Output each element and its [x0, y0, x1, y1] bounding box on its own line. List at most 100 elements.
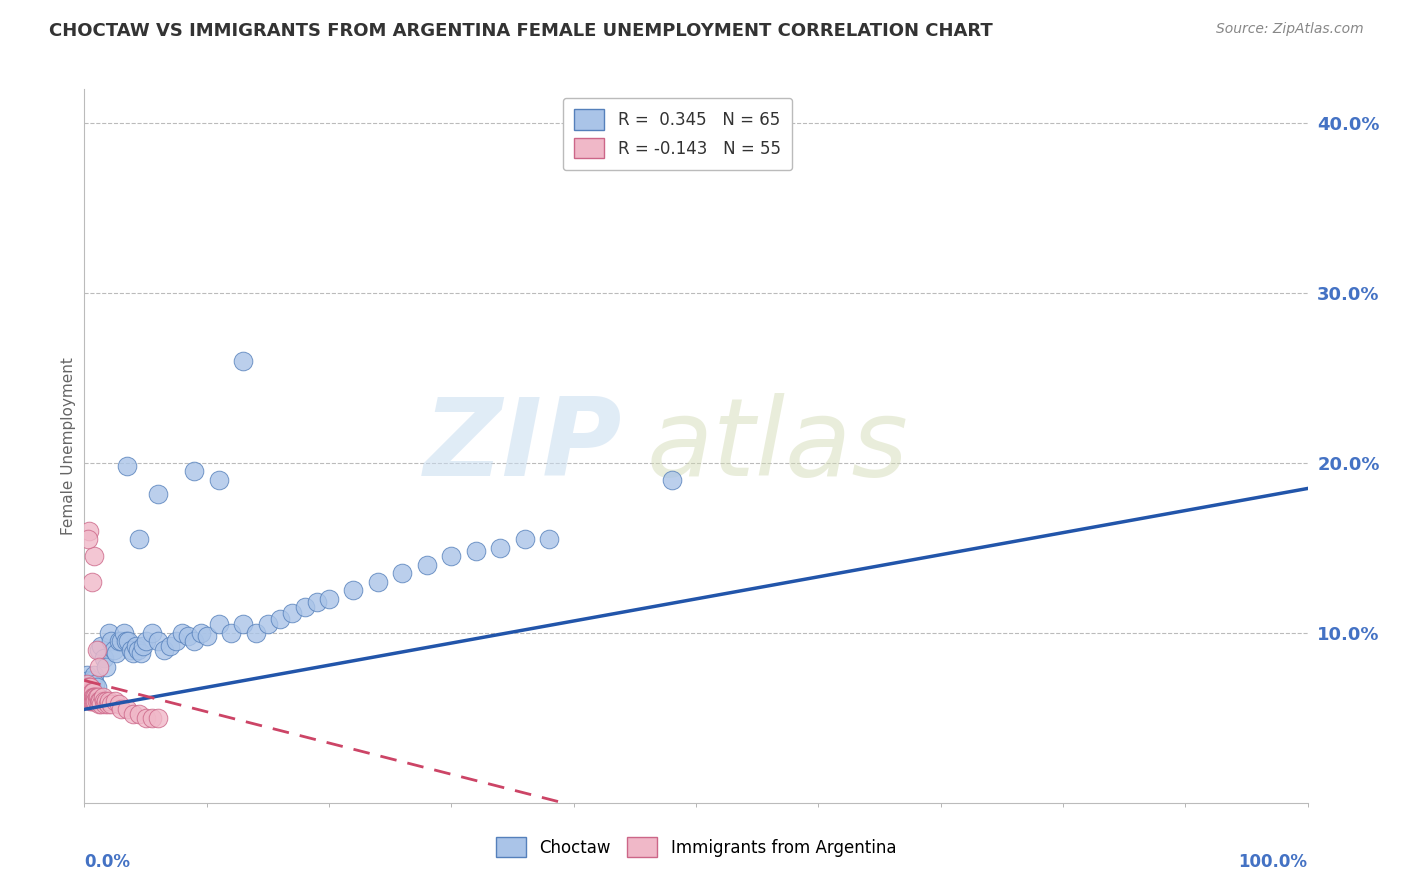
Point	[172, 626, 194, 640]
Point	[127, 643, 149, 657]
Point	[141, 711, 163, 725]
Point	[79, 694, 101, 708]
Text: 100.0%: 100.0%	[1239, 853, 1308, 871]
Point	[87, 643, 110, 657]
Point	[82, 685, 104, 699]
Point	[107, 698, 129, 712]
Point	[219, 626, 242, 640]
Point	[87, 698, 110, 712]
Point	[77, 685, 100, 699]
Point	[97, 698, 120, 712]
Point	[86, 680, 108, 694]
Text: Source: ZipAtlas.com: Source: ZipAtlas.com	[1216, 22, 1364, 37]
Point	[77, 685, 100, 699]
Point	[208, 473, 231, 487]
Point	[87, 660, 110, 674]
Point	[79, 680, 101, 694]
Point	[80, 690, 103, 705]
Point	[86, 690, 108, 705]
Point	[83, 549, 105, 564]
Point	[90, 698, 112, 712]
Point	[269, 612, 291, 626]
Point	[128, 707, 150, 722]
Point	[77, 524, 100, 538]
Point	[416, 558, 439, 572]
Point	[82, 690, 104, 705]
Point	[90, 640, 112, 654]
Point	[77, 690, 100, 705]
Point	[294, 600, 316, 615]
Point	[391, 566, 413, 581]
Point	[87, 690, 110, 705]
Point	[82, 673, 104, 688]
Point	[513, 533, 536, 547]
Point	[232, 354, 254, 368]
Point	[97, 694, 120, 708]
Point	[82, 694, 104, 708]
Point	[115, 702, 138, 716]
Point	[77, 690, 100, 705]
Point	[77, 673, 100, 688]
Point	[100, 698, 122, 712]
Point	[79, 685, 101, 699]
Point	[135, 634, 157, 648]
Point	[165, 634, 187, 648]
Point	[77, 533, 100, 547]
Point	[489, 541, 512, 555]
Point	[135, 711, 157, 725]
Point	[77, 680, 100, 694]
Point	[79, 690, 101, 705]
Point	[110, 634, 132, 648]
Point	[80, 574, 103, 589]
Point	[89, 694, 111, 708]
Point	[125, 640, 148, 654]
Point	[110, 702, 132, 716]
Point	[257, 617, 280, 632]
Point	[281, 606, 304, 620]
Point	[93, 651, 115, 665]
Point	[440, 549, 463, 564]
Point	[77, 680, 100, 694]
Point	[183, 634, 205, 648]
Text: CHOCTAW VS IMMIGRANTS FROM ARGENTINA FEMALE UNEMPLOYMENT CORRELATION CHART: CHOCTAW VS IMMIGRANTS FROM ARGENTINA FEM…	[49, 22, 993, 40]
Point	[80, 677, 103, 691]
Text: 0.0%: 0.0%	[84, 853, 131, 871]
Point	[107, 634, 129, 648]
Point	[87, 694, 110, 708]
Point	[117, 634, 139, 648]
Point	[318, 591, 340, 606]
Point	[76, 680, 98, 694]
Text: atlas: atlas	[647, 393, 908, 499]
Point	[367, 574, 389, 589]
Point	[77, 685, 100, 699]
Point	[105, 646, 128, 660]
Point	[245, 626, 267, 640]
Point	[104, 694, 127, 708]
Point	[538, 533, 561, 547]
Point	[195, 629, 218, 643]
Point	[342, 583, 364, 598]
Point	[76, 668, 98, 682]
Point	[80, 685, 103, 699]
Point	[146, 711, 169, 725]
Point	[305, 595, 328, 609]
Point	[79, 680, 101, 694]
Point	[115, 459, 138, 474]
Y-axis label: Female Unemployment: Female Unemployment	[60, 357, 76, 535]
Point	[141, 626, 163, 640]
Point	[86, 643, 108, 657]
Point	[96, 660, 118, 674]
Point	[93, 694, 115, 708]
Point	[159, 640, 181, 654]
Point	[232, 617, 254, 632]
Point	[80, 694, 103, 708]
Point	[146, 634, 169, 648]
Point	[183, 465, 205, 479]
Point	[94, 698, 117, 712]
Point	[122, 707, 145, 722]
Point	[120, 643, 142, 657]
Point	[83, 690, 105, 705]
Point	[76, 677, 98, 691]
Point	[97, 626, 120, 640]
Point	[100, 634, 122, 648]
